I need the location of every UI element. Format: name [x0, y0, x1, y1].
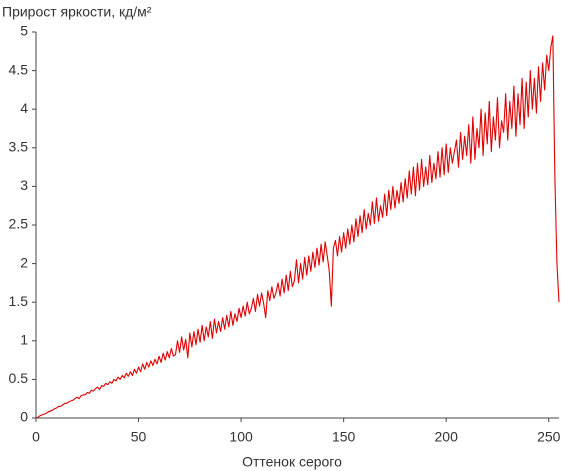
x-tick-label: 100: [229, 429, 253, 445]
y-tick-label: 1.5: [9, 293, 29, 309]
y-tick-label: 5: [20, 23, 28, 39]
x-tick-label: 150: [332, 429, 356, 445]
x-tick-label: 50: [131, 429, 147, 445]
x-tick-label: 200: [435, 429, 459, 445]
y-tick-label: 1: [20, 332, 28, 348]
x-tick-label: 250: [537, 429, 561, 445]
line: [35, 35, 560, 419]
y-tick-label: 4.5: [9, 61, 29, 77]
y-tick-label: 3.5: [9, 139, 29, 155]
y-tick-label: 2.5: [9, 216, 29, 232]
y-tick-label: 4: [20, 100, 28, 116]
y-tick-label: 0.5: [9, 370, 29, 386]
x-axis-label: Оттенок серого: [242, 454, 342, 470]
y-tick-label: 0: [20, 409, 28, 425]
y-tick-label: 3: [20, 177, 28, 193]
y-axis-label: Прирост яркости, кд/м²: [2, 4, 152, 20]
x-tick-label: 0: [32, 429, 40, 445]
y-tick-label: 2: [20, 254, 28, 270]
